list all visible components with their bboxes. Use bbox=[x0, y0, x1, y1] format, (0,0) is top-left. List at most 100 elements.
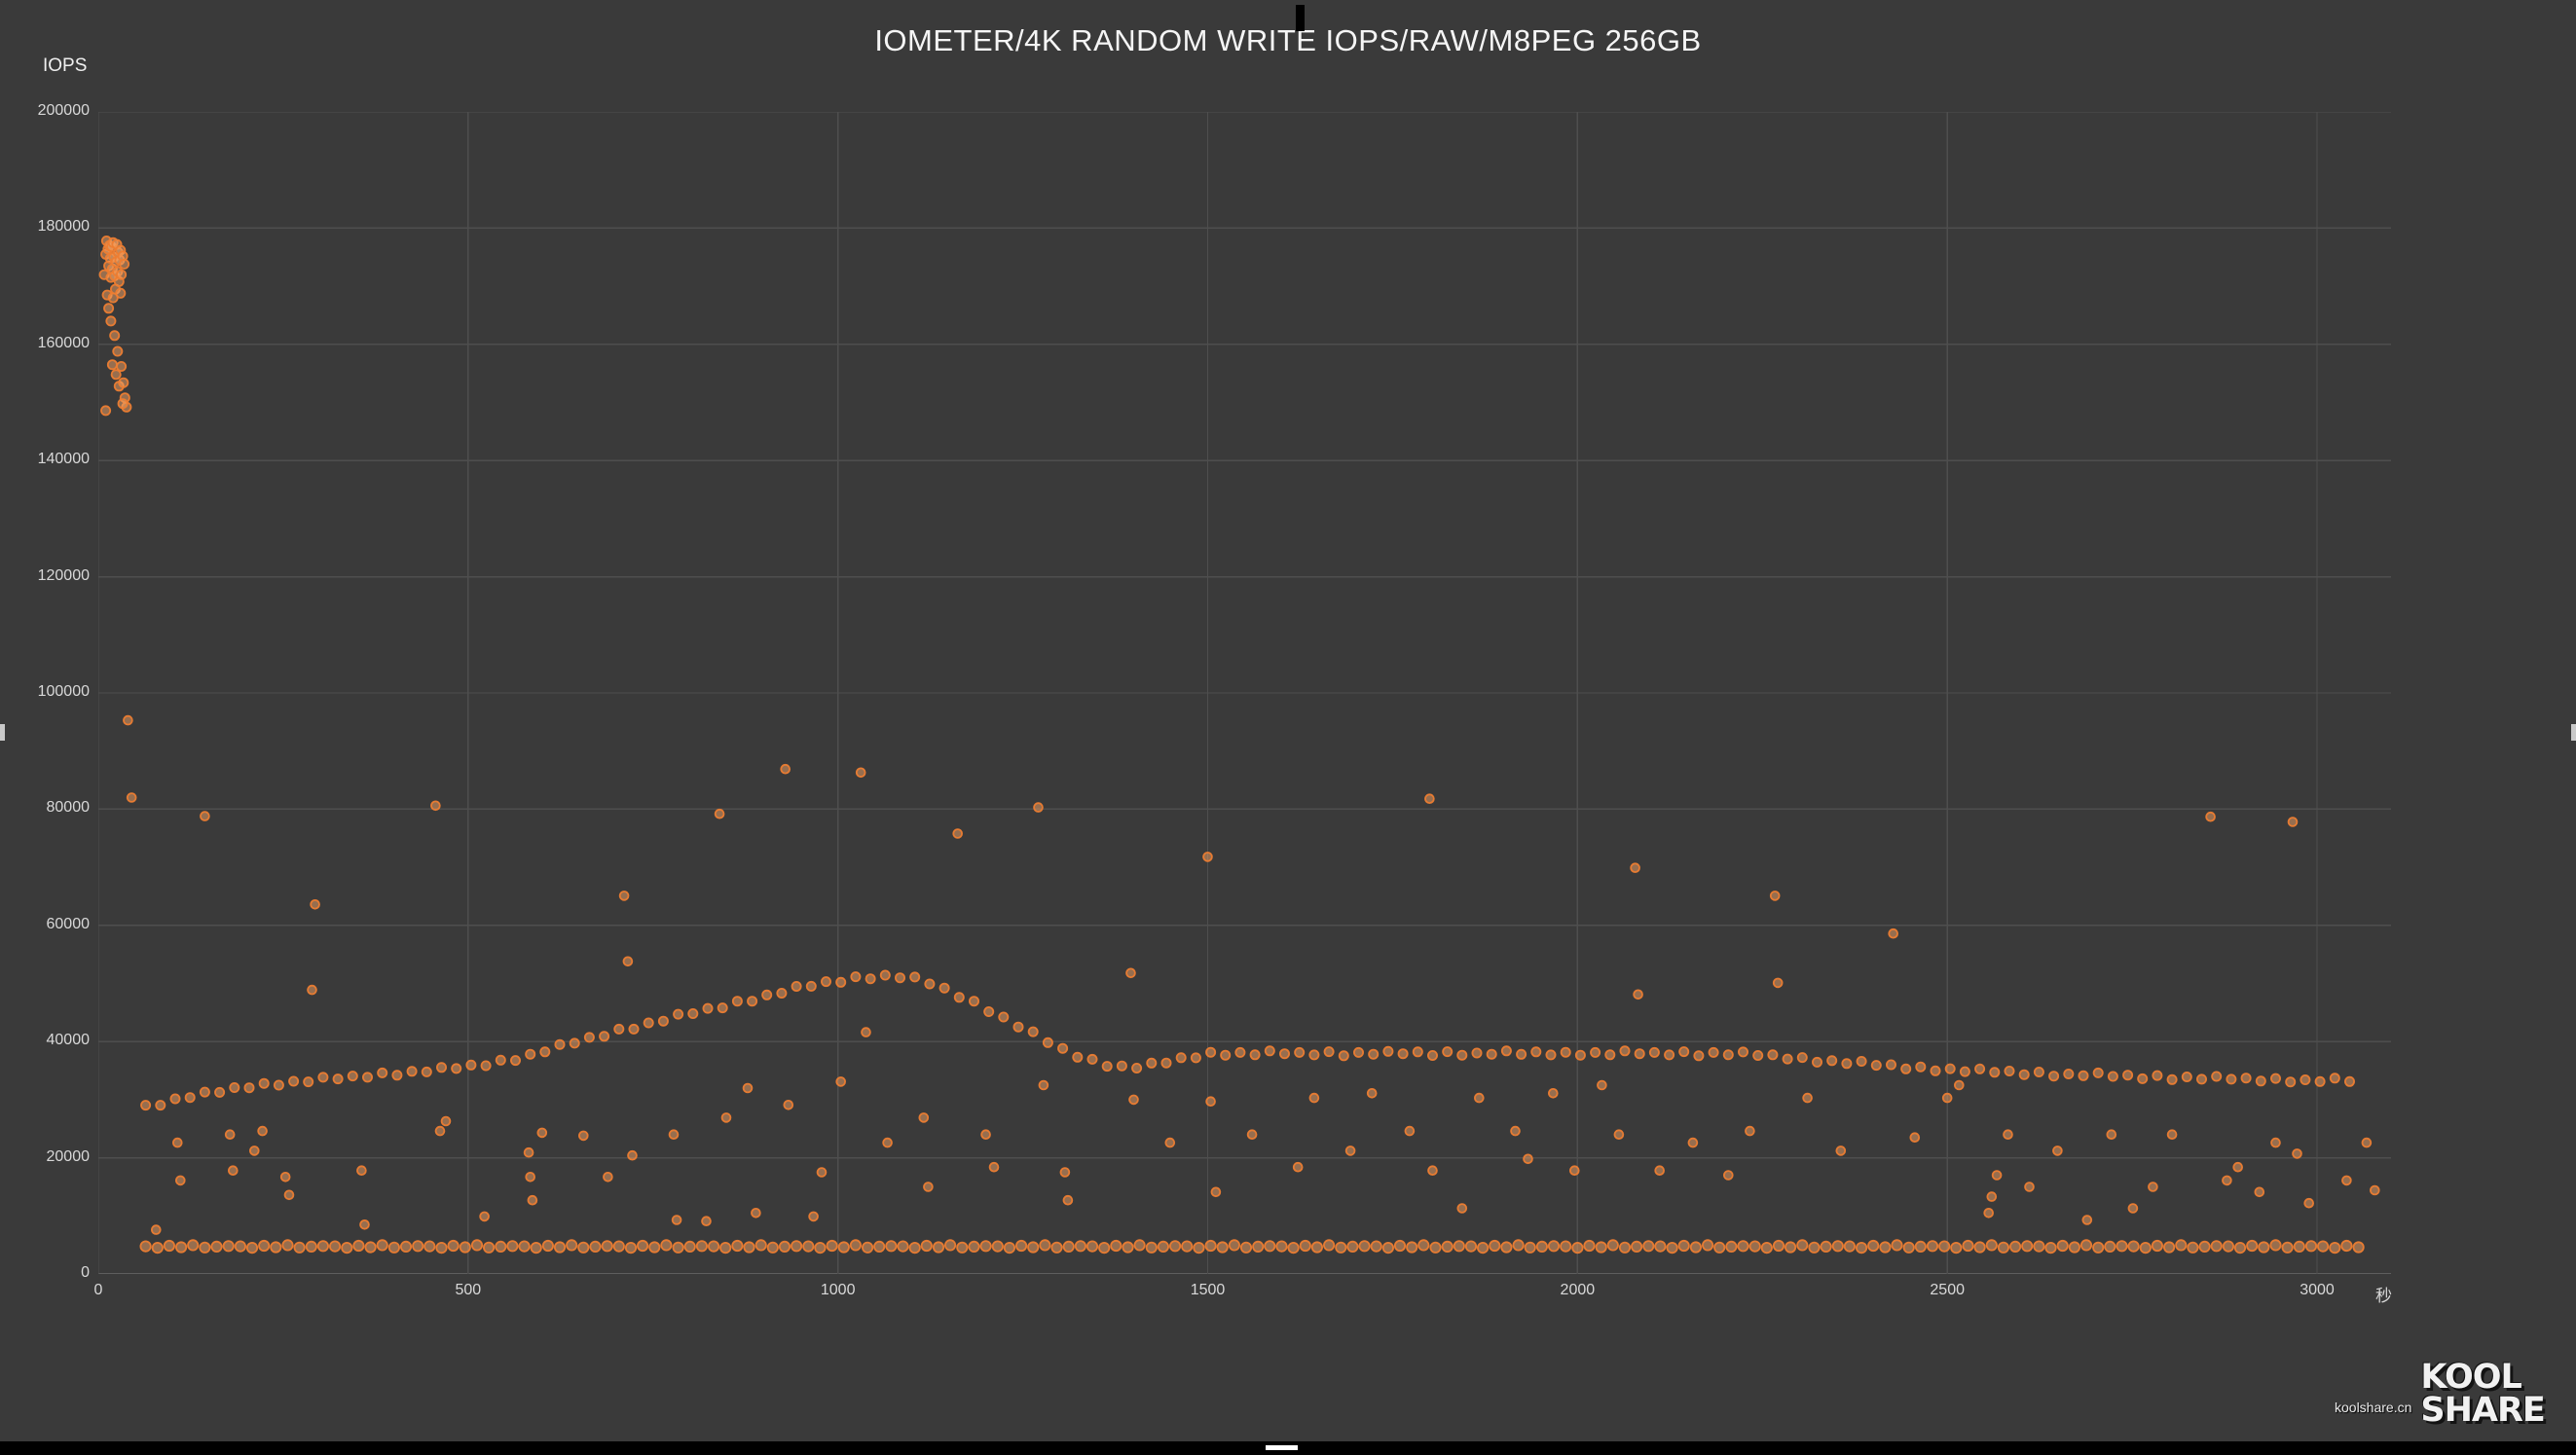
data-point bbox=[1583, 1239, 1596, 1253]
data-point bbox=[175, 1241, 188, 1254]
data-point bbox=[1086, 1240, 1099, 1253]
data-point bbox=[627, 1149, 638, 1161]
data-point bbox=[1264, 1045, 1275, 1057]
data-point bbox=[1471, 1047, 1483, 1059]
data-point bbox=[1500, 1045, 1512, 1057]
data-point bbox=[908, 1242, 921, 1255]
data-point bbox=[1346, 1240, 1359, 1254]
data-point bbox=[364, 1241, 377, 1254]
data-point bbox=[1116, 1060, 1127, 1072]
data-point bbox=[1693, 1050, 1705, 1062]
data-point bbox=[356, 1165, 367, 1176]
data-point bbox=[2222, 1240, 2234, 1253]
data-point bbox=[924, 978, 936, 990]
data-point bbox=[624, 1242, 638, 1255]
data-point bbox=[118, 377, 129, 388]
data-point bbox=[1412, 1046, 1423, 1058]
data-point bbox=[1944, 1063, 1956, 1074]
data-point bbox=[636, 1239, 649, 1253]
data-point bbox=[1050, 1241, 1063, 1254]
data-point bbox=[1547, 1240, 1561, 1253]
data-point bbox=[1870, 1060, 1882, 1072]
data-point bbox=[391, 1070, 403, 1081]
y-tick-label: 40000 bbox=[46, 1032, 91, 1049]
cursor-artifact bbox=[1296, 5, 1305, 31]
data-point bbox=[329, 1240, 342, 1253]
data-point bbox=[766, 1241, 779, 1254]
data-point bbox=[1571, 1242, 1584, 1255]
data-point bbox=[2003, 1129, 2013, 1140]
data-point bbox=[751, 1208, 761, 1219]
data-point bbox=[1308, 1092, 1320, 1104]
data-point bbox=[347, 1071, 358, 1082]
x-tick-label: 1000 bbox=[820, 1282, 856, 1298]
data-point bbox=[979, 1240, 992, 1253]
data-point bbox=[1128, 1094, 1139, 1106]
data-point bbox=[1512, 1239, 1525, 1252]
data-point bbox=[780, 763, 791, 775]
data-point bbox=[1427, 1165, 1438, 1176]
data-point bbox=[172, 1137, 183, 1148]
data-point bbox=[1252, 1240, 1265, 1254]
data-point bbox=[1456, 1049, 1468, 1061]
data-point bbox=[2033, 1067, 2044, 1078]
data-point bbox=[1954, 1079, 1965, 1091]
data-point bbox=[1989, 1067, 2001, 1078]
data-point bbox=[2122, 1070, 2134, 1081]
data-point bbox=[2175, 1239, 2188, 1252]
data-point bbox=[2166, 1129, 2178, 1140]
data-point bbox=[1202, 852, 1213, 862]
data-point bbox=[943, 1239, 957, 1252]
data-point bbox=[1725, 1240, 1738, 1254]
data-point bbox=[1368, 1048, 1380, 1060]
data-point bbox=[430, 800, 441, 812]
data-point bbox=[199, 1086, 210, 1098]
data-point bbox=[2240, 1073, 2252, 1084]
data-point bbox=[470, 1239, 484, 1252]
y-tick-label: 60000 bbox=[46, 915, 91, 932]
data-point bbox=[222, 1240, 235, 1253]
data-point bbox=[603, 1172, 613, 1182]
data-point bbox=[1595, 1241, 1607, 1254]
data-point bbox=[2314, 1075, 2326, 1087]
data-point bbox=[307, 984, 317, 996]
data-point bbox=[541, 1239, 554, 1253]
data-point bbox=[1782, 1053, 1793, 1065]
data-point bbox=[495, 1054, 506, 1066]
data-point bbox=[377, 1067, 388, 1078]
data-point bbox=[1246, 1129, 1258, 1140]
data-point bbox=[932, 1241, 945, 1254]
data-point bbox=[105, 315, 117, 327]
data-point bbox=[553, 1241, 567, 1254]
data-point bbox=[2152, 1070, 2163, 1081]
data-point bbox=[1618, 1241, 1632, 1254]
data-point bbox=[1974, 1063, 1986, 1074]
data-point bbox=[2370, 1184, 2380, 1196]
data-point bbox=[1292, 1161, 1304, 1173]
data-point bbox=[968, 1240, 980, 1254]
data-point bbox=[447, 1239, 460, 1253]
data-point bbox=[1424, 793, 1435, 804]
data-point bbox=[1569, 1165, 1580, 1176]
data-point bbox=[1228, 1239, 1241, 1252]
data-point bbox=[882, 1137, 893, 1148]
data-point bbox=[525, 1048, 536, 1060]
data-point bbox=[249, 1146, 260, 1156]
data-point bbox=[1175, 1052, 1187, 1064]
data-point bbox=[1856, 1056, 1867, 1068]
data-point bbox=[2166, 1073, 2178, 1085]
data-point bbox=[175, 1175, 186, 1186]
data-point bbox=[952, 828, 963, 839]
data-point bbox=[1146, 1057, 1158, 1069]
data-point bbox=[754, 1239, 767, 1252]
data-point bbox=[140, 1100, 152, 1111]
data-point bbox=[2092, 1067, 2104, 1078]
data-point bbox=[2137, 1073, 2149, 1084]
data-point bbox=[2004, 1066, 2015, 1077]
data-point bbox=[1453, 1240, 1465, 1253]
data-point bbox=[1027, 1026, 1039, 1037]
data-point bbox=[1560, 1240, 1572, 1253]
data-point bbox=[2198, 1240, 2211, 1254]
data-point bbox=[1886, 1059, 1897, 1071]
data-point bbox=[1941, 1092, 1953, 1104]
